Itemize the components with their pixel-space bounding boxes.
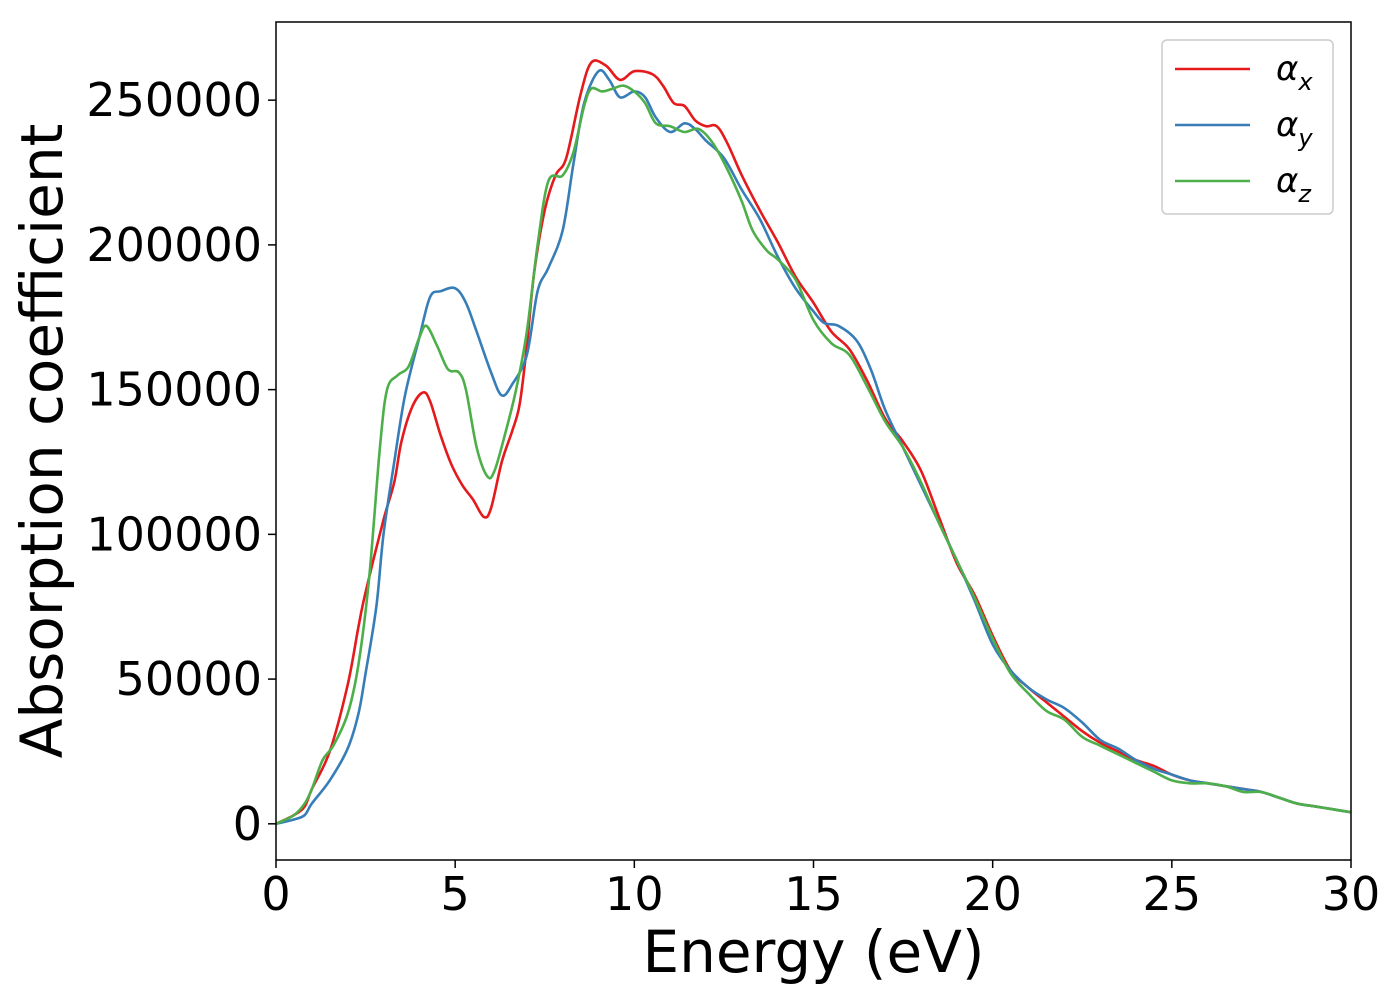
- series-line-z: [275, 84, 1352, 825]
- x-tick-label: 5: [441, 867, 470, 921]
- x-tick-label: 30: [1322, 867, 1381, 921]
- legend-box: [1161, 39, 1334, 215]
- legend-label-y: αy: [1276, 105, 1313, 152]
- series-line-x: [275, 59, 1352, 825]
- y-tick-label: 200000: [86, 218, 262, 272]
- x-tick-label: 20: [963, 867, 1022, 921]
- y-tick-label: 150000: [86, 363, 262, 417]
- y-tick-label: 250000: [86, 73, 262, 127]
- x-tick-label: 0: [261, 867, 290, 921]
- x-tick-label: 25: [1143, 867, 1202, 921]
- y-tick-label: 100000: [86, 507, 262, 561]
- legend-label-x: αx: [1276, 49, 1313, 96]
- x-tick-label: 15: [784, 867, 843, 921]
- x-axis-title: Energy (eV): [642, 918, 984, 986]
- y-axis-ticks: 0 50000 100000 150000 200000 250000: [86, 73, 276, 851]
- y-tick-label: 0: [233, 797, 262, 851]
- y-tick-label: 50000: [116, 652, 262, 706]
- y-axis-title: Absorption coefficient: [8, 124, 76, 759]
- legend-label-z: αz: [1276, 161, 1312, 208]
- legend: αx αy αz: [1161, 39, 1334, 215]
- x-axis-ticks: 0 5 10 15 20 25 30: [261, 860, 1380, 921]
- series-lines: [275, 59, 1352, 826]
- x-tick-label: 10: [605, 867, 664, 921]
